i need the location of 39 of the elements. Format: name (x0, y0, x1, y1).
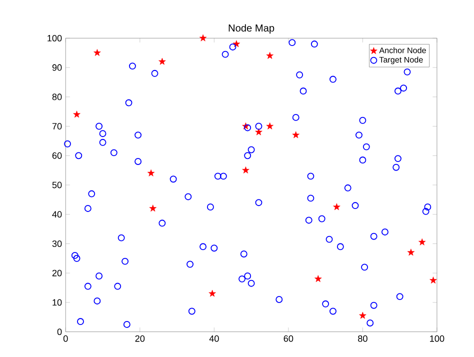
point (407, 248, 415, 256)
point (430, 276, 437, 284)
y-tick-label: 20 (52, 270, 62, 276)
y-tick-label: 90 (52, 64, 62, 71)
point (158, 58, 166, 65)
point (418, 238, 426, 246)
point (73, 110, 80, 118)
y-tick-label: 40 (52, 210, 62, 218)
y-tick-label: 100 (48, 34, 62, 42)
chart-title: Node Map (228, 24, 274, 34)
x-tick-label: 0 (63, 335, 68, 342)
point (232, 40, 240, 47)
y-tick-label: 70 (52, 122, 62, 130)
point (314, 274, 322, 282)
point (94, 48, 101, 56)
point (149, 204, 157, 212)
x-tick-label: 40 (209, 335, 219, 342)
point (266, 52, 274, 59)
y-tick-label: 30 (52, 240, 62, 247)
point (359, 312, 366, 319)
x-tick-label: 100 (430, 335, 444, 342)
y-tick-label: 60 (52, 152, 62, 159)
point (266, 122, 274, 130)
y-tick-label: 10 (52, 299, 62, 306)
point (333, 203, 340, 210)
legend-label: Anchor Node (379, 47, 426, 54)
point (242, 166, 250, 174)
legend-label: Target Node (379, 56, 423, 64)
x-tick-label: 60 (284, 335, 294, 342)
y-tick-label: 80 (52, 94, 62, 100)
point (199, 34, 207, 42)
y-tick-label: 0 (57, 328, 62, 335)
y-tick-label: 50 (52, 182, 62, 188)
point (208, 290, 216, 297)
point (147, 169, 155, 176)
point (292, 131, 300, 138)
point (255, 128, 262, 136)
x-tick-label: 80 (358, 335, 368, 342)
x-tick-label: 20 (135, 335, 145, 342)
